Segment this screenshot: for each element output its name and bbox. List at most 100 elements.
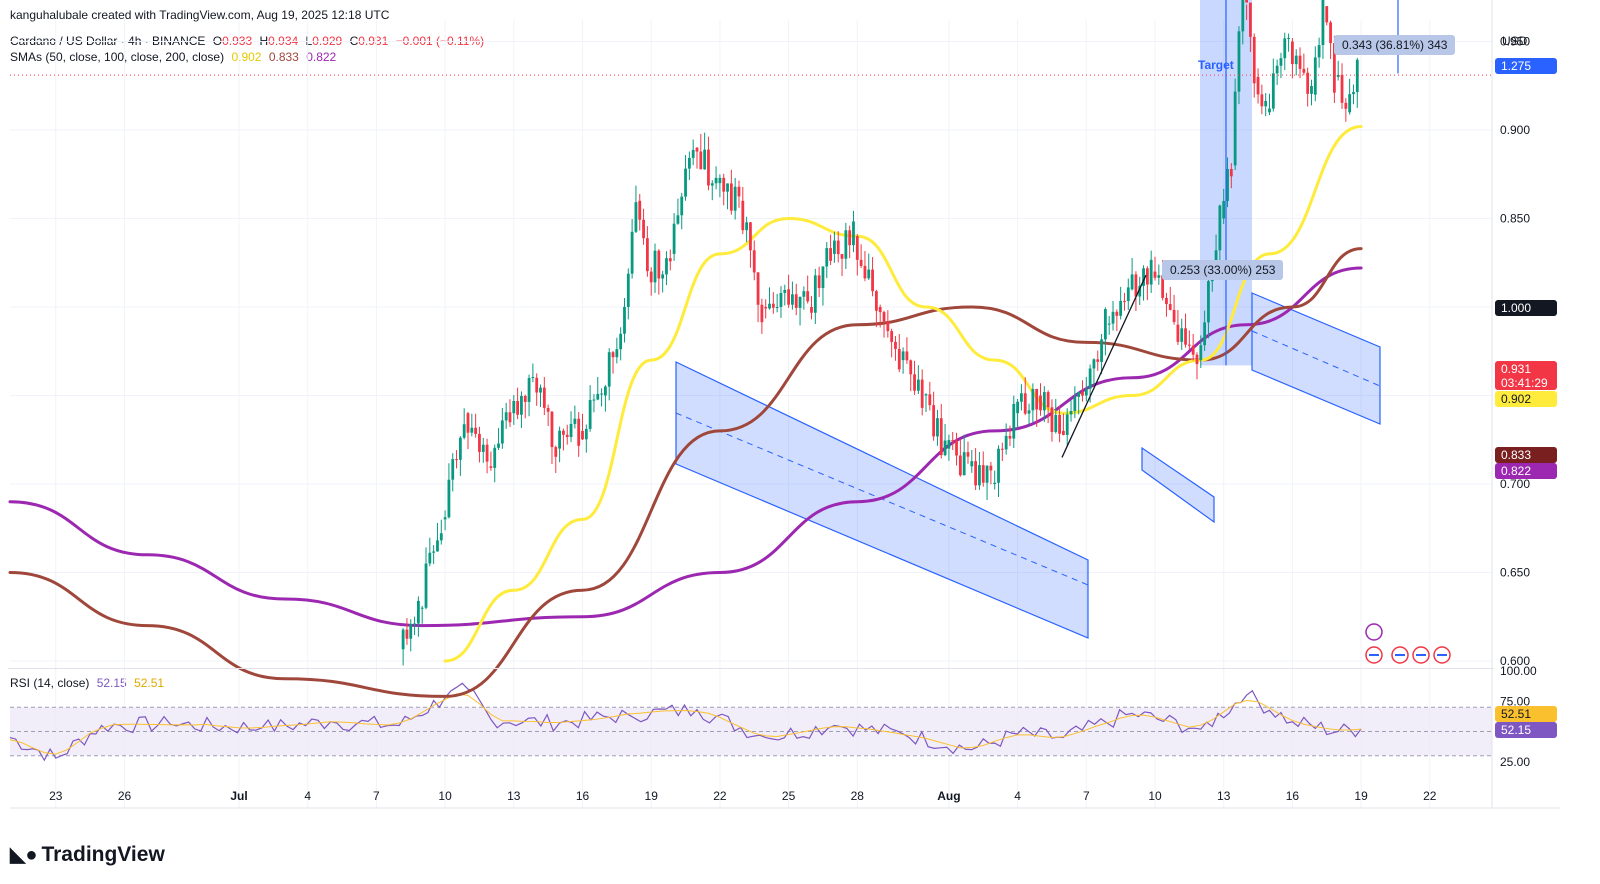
candle-body (672, 223, 676, 254)
candle-body (512, 400, 516, 414)
candle-body (787, 289, 790, 305)
candle-body (451, 459, 455, 480)
candle-body (1165, 297, 1168, 305)
time-tick-label: 25 (782, 789, 796, 803)
candle-body (630, 231, 634, 274)
candle-body (600, 393, 603, 395)
candle-body (855, 236, 859, 260)
candle-body (714, 177, 718, 184)
sma-label[interactable]: SMAs (50, close, 100, close, 200, close) (10, 50, 225, 64)
candle-body (604, 386, 607, 396)
candle-body (943, 440, 947, 456)
candle-body (554, 447, 558, 457)
candle-body (1176, 324, 1180, 342)
candle-body (1199, 345, 1203, 361)
candle-body (1027, 410, 1031, 414)
time-tick-label: 10 (1148, 789, 1162, 803)
candle-body (619, 333, 623, 350)
target-measure-box[interactable]: 0.343 (36.81%) 343 (1334, 35, 1456, 55)
candle-body (1340, 74, 1344, 103)
dividend-event-icon (1365, 623, 1383, 641)
candle-body (680, 196, 684, 216)
time-tick-label: 26 (118, 789, 132, 803)
candle-body (1046, 392, 1050, 408)
candle-body (470, 427, 474, 433)
candle-body (569, 423, 573, 438)
candle-body (1187, 344, 1191, 346)
candle-body (1130, 274, 1134, 290)
candle-body (1073, 396, 1077, 412)
candle-body (436, 540, 439, 552)
small-flag (1141, 446, 1215, 524)
candle-body (1100, 339, 1103, 362)
pole-measure-box[interactable]: 0.253 (33.00%) 253 (1162, 260, 1284, 280)
candle-body (798, 296, 802, 308)
target-price-tag: 1.275 (1495, 58, 1557, 74)
candle-body (825, 248, 829, 267)
candle-body (416, 600, 420, 624)
candle-body (1249, 2, 1252, 37)
candle-body (745, 222, 749, 231)
candle-body (722, 177, 726, 192)
rsi-value: 52.15 (96, 676, 127, 690)
candle-body (729, 183, 733, 211)
candle-body (485, 444, 489, 462)
candle-body (764, 307, 768, 309)
candle-body (958, 455, 962, 476)
candle-body (1065, 414, 1069, 435)
candle-body (1081, 391, 1084, 396)
candle-body (1256, 76, 1260, 95)
candle-body (581, 430, 584, 440)
time-tick-label: 16 (1286, 789, 1300, 803)
candle-body (1313, 57, 1317, 95)
candle-body (886, 321, 890, 332)
bar-countdown: 03:41:29 (1501, 376, 1548, 390)
candle-body (1310, 85, 1313, 94)
rsi-label[interactable]: RSI (14, close) (10, 676, 90, 690)
candle-body (649, 271, 653, 283)
candle-body (1042, 392, 1046, 411)
sma200-value: 0.822 (306, 50, 337, 64)
candle-body (1214, 250, 1218, 269)
time-tick-label: Jul (230, 789, 247, 803)
breakout-trendline (1061, 274, 1147, 458)
candle-body (962, 452, 966, 476)
target-label[interactable]: Target (1198, 58, 1234, 72)
candle-body (1153, 271, 1157, 278)
credit-line: kanguhalubale created with TradingView.c… (10, 8, 390, 22)
candle-body (611, 352, 615, 358)
candle-body (1123, 300, 1126, 302)
candle-body (737, 186, 741, 197)
candle-body (1023, 393, 1027, 414)
candle-body (878, 307, 882, 313)
candle-body (668, 258, 672, 262)
candle-body (1058, 414, 1061, 434)
price-tick-label: 0.700 (1500, 477, 1530, 491)
candle-body (1233, 91, 1237, 166)
sma100-value: 0.833 (268, 50, 299, 64)
candle-body (1016, 401, 1019, 414)
currency-label[interactable]: USD (1502, 34, 1528, 48)
candle-body (909, 360, 913, 375)
candle-body (401, 629, 405, 650)
descending-channel (675, 361, 1089, 639)
candle-body (623, 306, 626, 334)
pane-separator[interactable] (8, 668, 1494, 669)
sma-legend[interactable]: SMAs (50, close, 100, close, 200, close)… (10, 50, 340, 64)
candle-body (905, 351, 909, 361)
candle-body (420, 607, 424, 609)
candle-body (432, 551, 436, 553)
candle-body (455, 459, 458, 461)
rsi-legend[interactable]: RSI (14, close) 52.15 52.51 (10, 676, 168, 690)
tradingview-logo[interactable]: ◣● TradingView (10, 843, 165, 866)
candle-body (1107, 323, 1111, 325)
time-tick-label: 22 (713, 789, 727, 803)
candle-body (665, 258, 668, 275)
tradingview-logo-icon: ◣● (10, 844, 38, 866)
candle-body (1000, 448, 1004, 450)
candle-body (535, 377, 539, 393)
time-tick-label: 4 (1014, 789, 1021, 803)
candle-body (1088, 368, 1092, 389)
sma50-line (443, 124, 1363, 663)
